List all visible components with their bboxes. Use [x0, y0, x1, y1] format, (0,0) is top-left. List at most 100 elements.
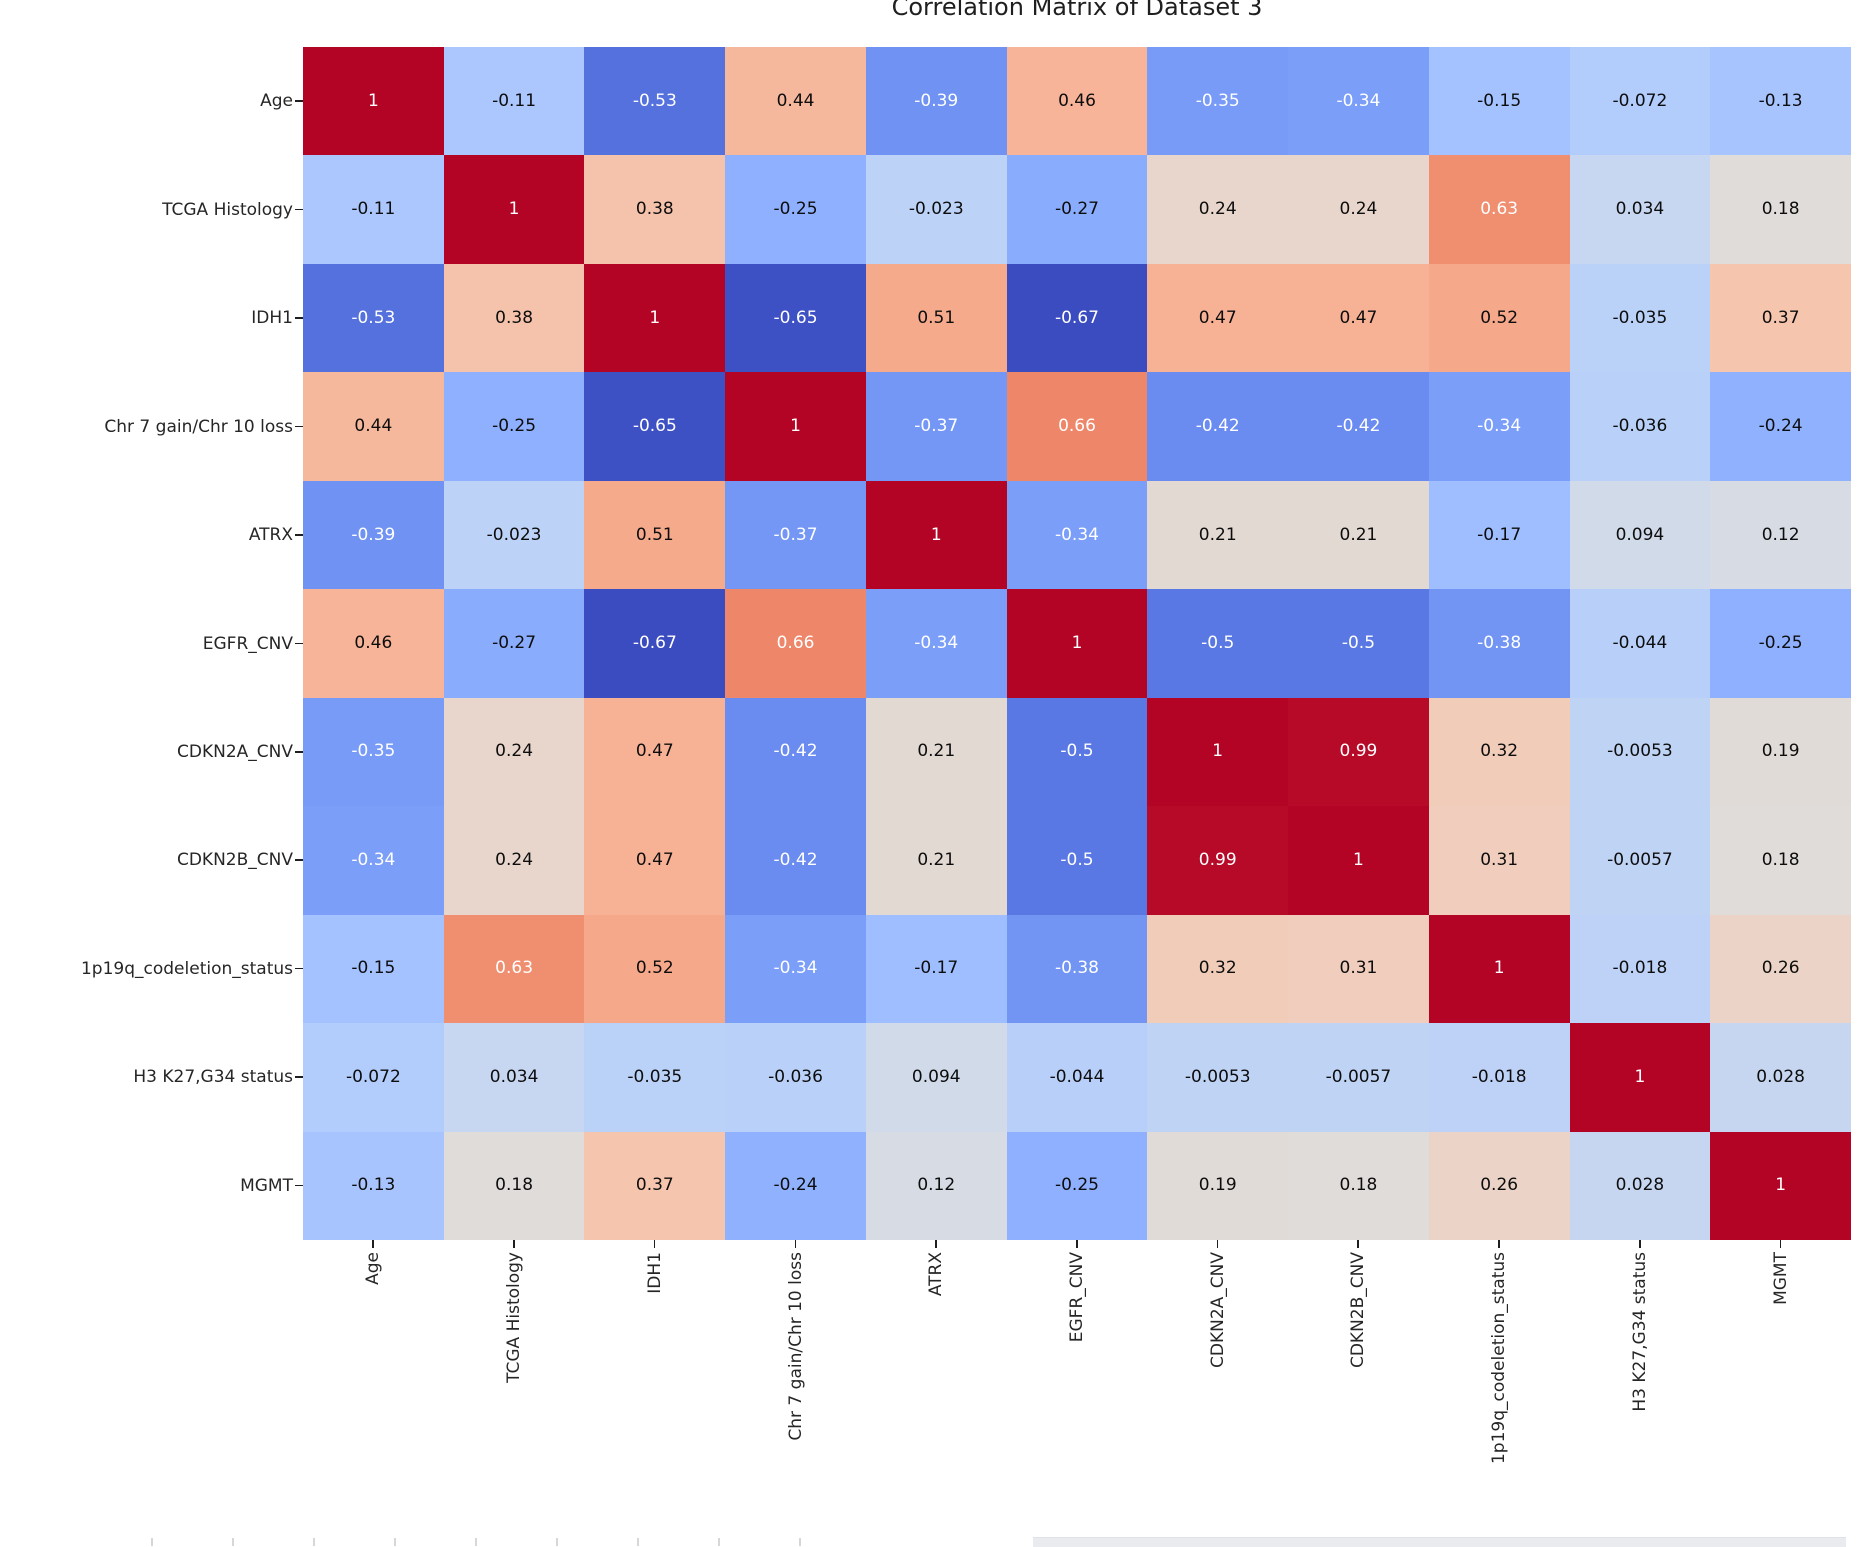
- heatmap-cell: 0.24: [443, 697, 585, 807]
- heatmap-cell: -0.25: [1006, 1131, 1148, 1240]
- heatmap-cell: 0.46: [303, 589, 444, 698]
- heatmap-cell: 0.18: [443, 1131, 585, 1240]
- y-axis-label: IDH1: [251, 308, 293, 329]
- heatmap-cell: 1: [1569, 1023, 1711, 1132]
- heatmap-cell: -0.018: [1428, 1023, 1570, 1132]
- heatmap-cell: -0.67: [584, 589, 726, 698]
- heatmap-cell: 1: [584, 263, 726, 373]
- heatmap-cell: 0.66: [1006, 372, 1148, 481]
- x-axis-tick: [794, 1240, 797, 1248]
- heatmap-cell: -0.036: [725, 1023, 866, 1132]
- heatmap-cell: 0.52: [584, 914, 726, 1024]
- heatmap-grid: 1 -0.11 -0.53 0.44 -0.39 0.46 -0.35 -0.34 -0.15-…: [303, 47, 1851, 1240]
- heatmap-cell: 0.19: [1710, 697, 1851, 807]
- y-axis-tick: [295, 1184, 303, 1187]
- x-axis-label: TCGA Histology: [504, 1252, 525, 1383]
- heatmap-cell: -0.34: [725, 914, 866, 1024]
- heatmap-cell: -0.5: [1288, 589, 1429, 698]
- heatmap-cell: 0.38: [443, 263, 585, 373]
- heatmap-cell: 0.094: [1569, 480, 1711, 590]
- heatmap-cell: 0.18: [1288, 1131, 1429, 1240]
- x-axis-label: Age: [363, 1252, 384, 1285]
- x-axis-label: CDKN2B_CNV: [1348, 1252, 1369, 1369]
- x-axis-tick: [1216, 1240, 1219, 1248]
- heatmap-cell: -0.27: [443, 589, 585, 698]
- y-axis-tick: [295, 317, 303, 319]
- heatmap-cell: -0.5: [1006, 697, 1148, 807]
- heatmap-cell: 0.44: [725, 47, 866, 156]
- heatmap-cell: -0.34: [303, 806, 444, 915]
- heatmap-cell: 0.028: [1569, 1131, 1711, 1240]
- heatmap-cell: -0.34: [865, 589, 1007, 698]
- heatmap-cell: -0.38: [1006, 914, 1148, 1024]
- heatmap-cell: -0.5: [1006, 806, 1148, 915]
- y-axis-tick: [295, 859, 303, 861]
- cropped-tick: [556, 1538, 558, 1546]
- heatmap-cell: 0.18: [1710, 806, 1851, 915]
- y-axis-tick: [295, 534, 303, 536]
- heatmap-cell: -0.25: [1710, 589, 1851, 698]
- y-axis-tick: [295, 208, 303, 211]
- heatmap-cell: -0.035: [584, 1023, 726, 1132]
- x-axis-label: 1p19q_codeletion_status: [1489, 1252, 1510, 1465]
- heatmap-cell: 0.31: [1288, 914, 1429, 1024]
- heatmap-cell: -0.023: [865, 155, 1007, 264]
- y-axis-label: H3 K27,G34 status: [133, 1067, 293, 1088]
- heatmap-cell: 0.24: [443, 806, 585, 915]
- heatmap-cell: 1: [1147, 697, 1289, 807]
- heatmap-cell: 0.47: [584, 806, 726, 915]
- heatmap-cell: -0.35: [303, 697, 444, 807]
- heatmap-cell: 1: [1710, 1131, 1851, 1240]
- heatmap-cell: 0.32: [1428, 697, 1570, 807]
- y-axis-tick: [295, 967, 303, 970]
- heatmap-cell: 0.99: [1147, 806, 1289, 915]
- heatmap-cell: 0.47: [584, 697, 726, 807]
- heatmap-cell: 1: [443, 155, 585, 264]
- cropped-tick: [475, 1538, 477, 1546]
- heatmap-cell: -0.42: [725, 697, 866, 807]
- heatmap-cell: 0.38: [584, 155, 726, 264]
- heatmap-cell: -0.24: [1710, 372, 1851, 481]
- heatmap-cell: -0.17: [1428, 480, 1570, 590]
- heatmap-cell: -0.072: [1569, 47, 1711, 156]
- heatmap-cell: 0.18: [1710, 155, 1851, 264]
- heatmap-cell: -0.17: [865, 914, 1007, 1024]
- heatmap-cell: -0.25: [443, 372, 585, 481]
- x-axis-tick: [935, 1240, 937, 1248]
- heatmap-cell: 0.63: [1428, 155, 1570, 264]
- heatmap-cell: 0.37: [1710, 263, 1851, 373]
- heatmap-cell: -0.38: [1428, 589, 1570, 698]
- cropped-tick: [637, 1538, 639, 1546]
- heatmap-cell: 0.21: [865, 697, 1007, 807]
- x-axis-label: Chr 7 gain/Chr 10 loss: [785, 1252, 806, 1441]
- heatmap-cell: 1: [865, 480, 1007, 590]
- y-axis-tick: [295, 750, 303, 753]
- y-axis-label: Chr 7 gain/Chr 10 loss: [104, 416, 293, 437]
- y-axis-label: Age: [260, 91, 293, 112]
- x-axis-tick: [1076, 1240, 1078, 1248]
- heatmap-cell: 0.26: [1710, 914, 1851, 1024]
- y-axis-label: 1p19q_codeletion_status: [80, 958, 293, 979]
- heatmap-cell: 0.21: [1147, 480, 1289, 590]
- heatmap-cell: -0.39: [865, 47, 1007, 156]
- y-axis-label: MGMT: [240, 1175, 293, 1196]
- heatmap-cell: -0.42: [1288, 372, 1429, 481]
- y-axis-label: CDKN2A_CNV: [177, 741, 293, 762]
- heatmap-cell: -0.65: [584, 372, 726, 481]
- y-axis-label: ATRX: [248, 525, 293, 546]
- heatmap-cell: 0.32: [1147, 914, 1289, 1024]
- y-axis-tick: [295, 1076, 303, 1078]
- heatmap-cell: -0.035: [1569, 263, 1711, 373]
- heatmap-cell: -0.34: [1428, 372, 1570, 481]
- chart-title: Correlation Matrix of Dataset 3: [891, 0, 1263, 21]
- heatmap-cell: -0.5: [1147, 589, 1289, 698]
- x-axis-tick: [372, 1240, 374, 1248]
- x-axis-label: IDH1: [644, 1252, 665, 1294]
- heatmap-cell: -0.15: [1428, 47, 1570, 156]
- heatmap-cell: -0.0053: [1147, 1023, 1289, 1132]
- heatmap-cell: 0.028: [1710, 1023, 1851, 1132]
- heatmap-cell: 0.31: [1428, 806, 1570, 915]
- heatmap-cell: 0.47: [1288, 263, 1429, 373]
- heatmap-cell: -0.34: [1288, 47, 1429, 156]
- heatmap-cell: -0.0053: [1569, 697, 1711, 807]
